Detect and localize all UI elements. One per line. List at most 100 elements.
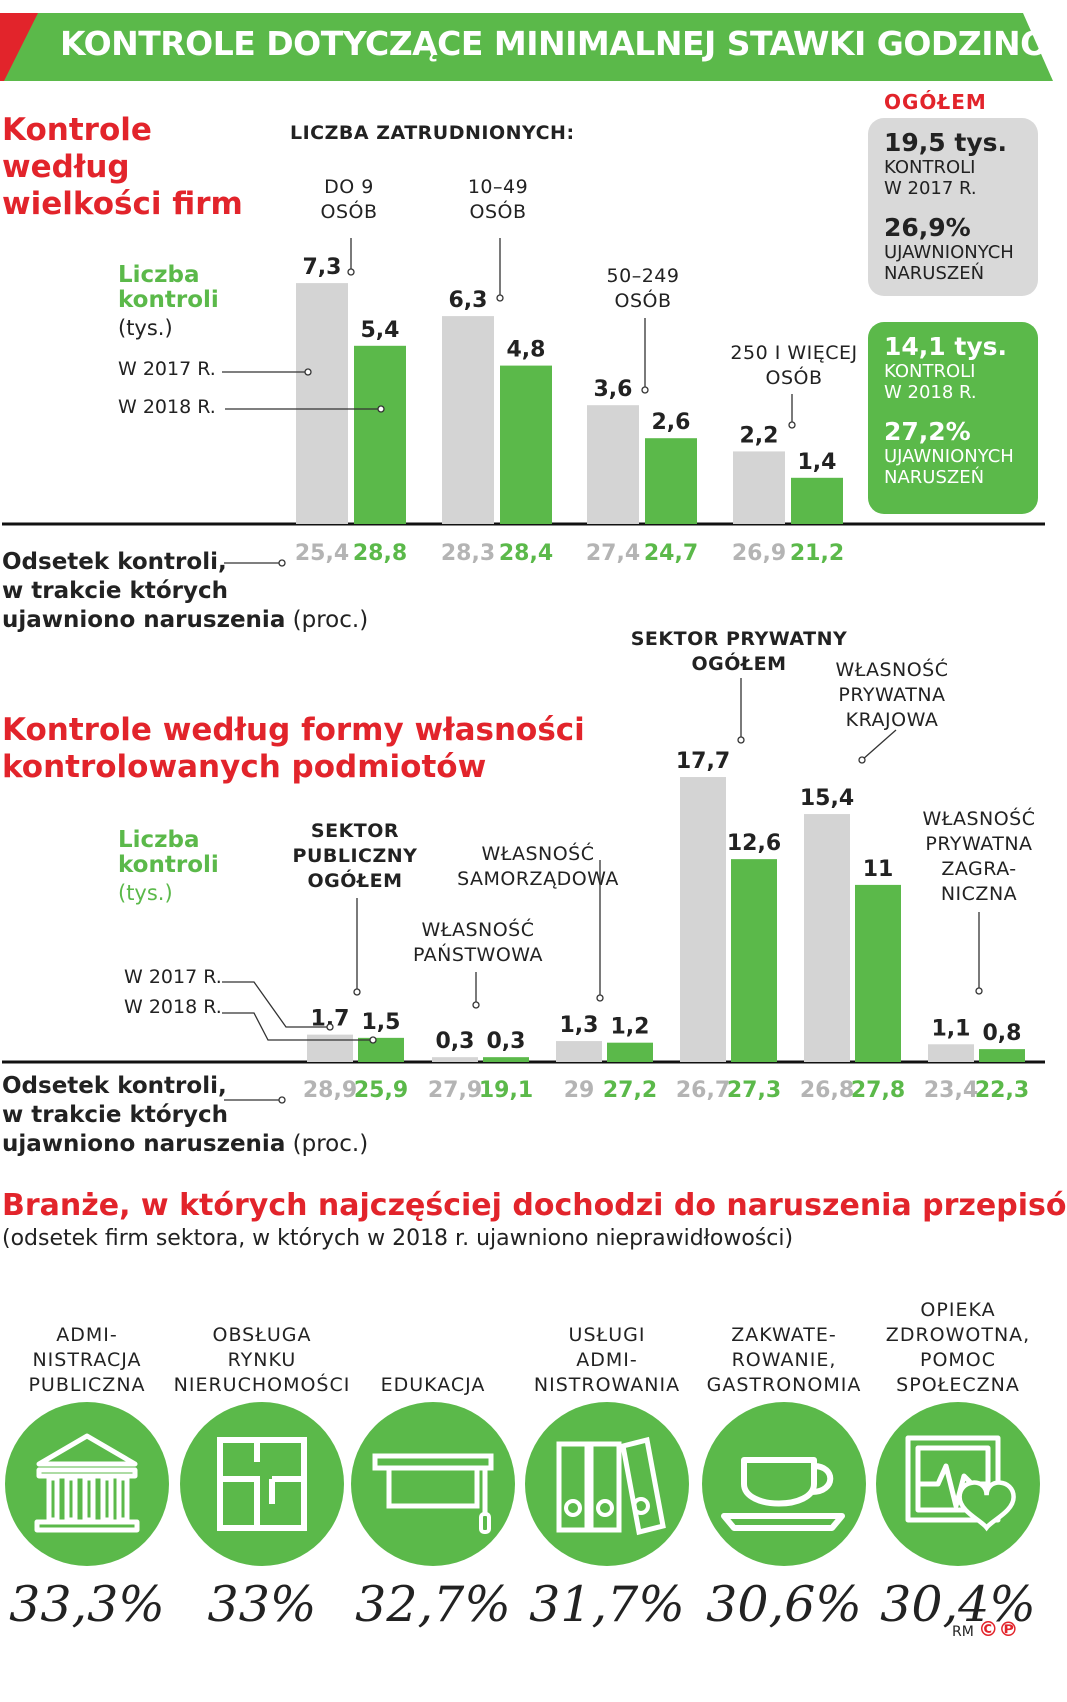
category-label: DO 9 [324, 176, 374, 198]
pct-2017: 28,9 [303, 1078, 357, 1103]
bar-2017 [928, 1044, 974, 1062]
category-label: WŁASNOŚĆ [481, 841, 594, 865]
sector-circle [180, 1402, 344, 1566]
bar-2017 [587, 405, 639, 524]
value-label-2018: 12,6 [727, 831, 781, 856]
category-label: WŁASNOŚĆ [922, 806, 1035, 830]
bar-2018 [358, 1037, 404, 1062]
value-label-2017: 1,3 [560, 1013, 599, 1038]
value-label-2017: 1,1 [932, 1016, 971, 1041]
bar-2017 [680, 777, 726, 1062]
total-2018-pct: 27,2% [884, 417, 971, 446]
sector-value: 30,6% [706, 1576, 862, 1633]
pct-label-1-unit: (proc.) [292, 607, 369, 633]
leader-dot [326, 1023, 334, 1031]
value-label-2017: 17,7 [676, 749, 730, 774]
category-label: OGÓŁEM [692, 651, 787, 675]
pct-2018: 27,2 [603, 1078, 657, 1103]
value-label-2018: 0,8 [983, 1021, 1022, 1046]
pct-2018: 19,1 [479, 1078, 533, 1103]
cup-icon [721, 1457, 845, 1531]
leader-dot [737, 736, 745, 744]
leader-dot [278, 559, 286, 567]
value-label-2018: 0,3 [487, 1029, 526, 1054]
legend-leader [222, 1012, 373, 1041]
value-label-2017: 7,3 [303, 255, 342, 280]
section2-title: Kontrole według formy własności kontrolo… [2, 712, 585, 785]
legend2-unit: (tys.) [118, 881, 173, 905]
leader-dot [858, 756, 866, 764]
category-label: SAMORZĄDOWA [457, 868, 619, 890]
sector-label: ZAKWATE- ROWANIE, GASTRONOMIA [706, 1324, 862, 1396]
total-2017-line: KONTROLI W 2017 R. [884, 157, 977, 199]
leader-dot [472, 1001, 480, 1009]
category-label: OSÓB [765, 365, 822, 389]
category-label: OSÓB [469, 199, 526, 223]
value-label-2018: 1,2 [611, 1015, 650, 1040]
copyright-symbols: ©℗ [978, 1617, 1019, 1641]
pct-label-2: Odsetek kontroli, w trakcie których ujaw… [2, 1072, 368, 1159]
total-2018-line: KONTROLI W 2018 R. [884, 361, 977, 403]
category-label: OGÓŁEM [308, 868, 403, 892]
pct-2018: 25,9 [354, 1078, 408, 1103]
leader-dot [496, 294, 504, 302]
pct-2017: 27,4 [586, 541, 640, 566]
pct-2017: 26,9 [732, 541, 786, 566]
pct-label-1: Odsetek kontroli, w trakcie których ujaw… [2, 548, 368, 635]
value-label-2018: 4,8 [507, 338, 546, 363]
value-label-2017: 0,3 [436, 1029, 475, 1054]
value-label-2018: 1,4 [798, 450, 837, 475]
sector-value: 32,7% [355, 1576, 511, 1633]
total-2017-box: 19,5 tys. KONTROLI W 2017 R. 26,9% UJAWN… [868, 118, 1038, 296]
pct-2017: 26,7 [676, 1078, 730, 1103]
pct-label-2-unit: (proc.) [292, 1131, 369, 1157]
category-label: KRAJOWA [846, 709, 939, 731]
category-label: NICZNA [941, 883, 1017, 905]
bar-2017 [432, 1057, 478, 1062]
bar-2018 [791, 477, 843, 524]
sector-circle [876, 1402, 1040, 1566]
pct-2018: 22,3 [975, 1078, 1029, 1103]
credit-text: RM [952, 1624, 974, 1640]
category-label: 250 I WIĘCEJ [730, 342, 857, 364]
totals-header: OGÓŁEM [884, 90, 987, 114]
value-label-2018: 1,5 [362, 1010, 401, 1035]
sector-label: ADMI- NISTRACJA PUBLICZNA [28, 1324, 146, 1396]
value-label-2018: 5,4 [361, 318, 400, 343]
total-2017-value: 19,5 tys. [884, 128, 1008, 157]
graduation-cap-icon [372, 1453, 494, 1534]
bar-2017 [556, 1041, 602, 1062]
category-label: PUBLICZNY [293, 845, 418, 867]
bar-2017 [442, 316, 494, 524]
sector-value: 33,3% [9, 1576, 165, 1633]
pct-2017: 23,4 [924, 1078, 978, 1103]
category-leader [861, 729, 897, 761]
pct-2017: 27,9 [428, 1078, 482, 1103]
leader-dot [596, 994, 604, 1002]
category-label: WŁASNOŚĆ [835, 657, 948, 681]
sector-value: 33% [207, 1576, 317, 1633]
value-label-2018: 2,6 [652, 410, 691, 435]
section3-subtitle: (odsetek firm sektora, w których w 2018 … [2, 1226, 794, 1251]
bar-2018 [645, 438, 697, 524]
category-label: OSÓB [320, 199, 377, 223]
leader-dot [304, 368, 312, 376]
category-label: SEKTOR [311, 820, 399, 842]
leader-dot [641, 386, 649, 394]
sector-circle [702, 1402, 866, 1566]
sector-label: EDUKACJA [380, 1374, 486, 1396]
leader-dot [975, 987, 983, 995]
employees-header: LICZBA ZATRUDNIONYCH: [290, 122, 575, 144]
total-2017-pct: 26,9% [884, 213, 971, 242]
pct-2018: 28,8 [353, 541, 407, 566]
legend-leader [222, 981, 330, 1028]
legend-title: Liczba kontroli [118, 262, 219, 313]
leader-dot [347, 268, 355, 276]
total-2018-pct-line: UJAWNIONYCH NARUSZEŃ [884, 446, 1014, 488]
legend2-2018: W 2018 R. [124, 996, 222, 1018]
bar-2017 [804, 814, 850, 1062]
sector-label: USŁUGI ADMI- NISTROWANIA [533, 1324, 681, 1396]
pct-2017: 26,8 [800, 1078, 854, 1103]
